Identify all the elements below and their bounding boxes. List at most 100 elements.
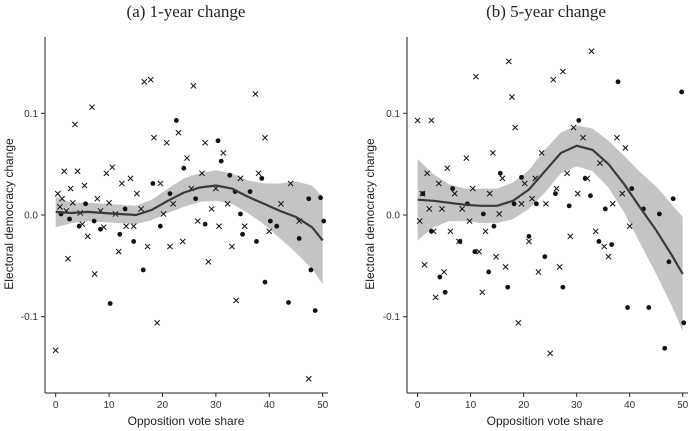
cross-stroke bbox=[447, 228, 454, 235]
data-point-dot bbox=[91, 218, 97, 224]
data-point-cross bbox=[154, 319, 161, 326]
cross-stroke bbox=[305, 375, 312, 382]
cross-stroke bbox=[252, 91, 259, 97]
data-point-cross bbox=[570, 124, 577, 131]
cross-stroke bbox=[574, 190, 581, 197]
data-point-cross bbox=[525, 238, 532, 245]
data-point-dot bbox=[420, 191, 426, 197]
data-point-cross bbox=[580, 134, 586, 141]
data-point-cross bbox=[435, 180, 442, 187]
cross-stroke bbox=[424, 170, 431, 177]
data-point-cross bbox=[512, 124, 519, 131]
data-point-dot bbox=[76, 223, 82, 229]
cross-stroke bbox=[493, 253, 500, 260]
cross-stroke bbox=[559, 68, 566, 75]
data-point-cross bbox=[614, 134, 620, 141]
cross-stroke bbox=[535, 269, 542, 275]
cross-stroke bbox=[205, 258, 212, 265]
data-point-dot bbox=[519, 174, 524, 180]
data-point-dot bbox=[262, 279, 268, 285]
cross-stroke bbox=[614, 134, 620, 141]
data-point-cross bbox=[459, 205, 466, 212]
cross-stroke bbox=[463, 155, 470, 161]
data-point-cross bbox=[194, 218, 201, 225]
data-point-dot bbox=[582, 175, 588, 181]
data-point-cross bbox=[466, 218, 473, 225]
data-point-cross bbox=[241, 223, 248, 230]
confidence-band bbox=[55, 170, 323, 285]
data-point-dot bbox=[566, 203, 572, 209]
data-point-cross bbox=[601, 243, 608, 250]
data-point-cross bbox=[208, 205, 215, 212]
cross-stroke bbox=[89, 104, 95, 111]
data-point-cross bbox=[547, 350, 554, 357]
data-point-cross bbox=[472, 73, 479, 80]
data-point-dot bbox=[442, 289, 448, 295]
data-point-cross bbox=[626, 223, 633, 230]
cross-stroke bbox=[529, 195, 536, 202]
y-axis-label: Electoral democracy change bbox=[2, 138, 16, 290]
x-axis-label: Opposition vote share bbox=[487, 414, 604, 428]
data-point-dot bbox=[596, 239, 602, 244]
cross-stroke bbox=[166, 243, 173, 250]
fit-line bbox=[417, 144, 684, 275]
data-point-dot bbox=[511, 201, 517, 207]
cross-stroke bbox=[567, 233, 574, 240]
data-point-cross bbox=[428, 117, 435, 124]
cross-stroke bbox=[515, 319, 522, 326]
data-point-dot bbox=[428, 228, 434, 234]
cross-stroke bbox=[118, 180, 125, 187]
y-tick-label: 0.0 bbox=[386, 211, 400, 222]
data-point-dot bbox=[215, 138, 221, 144]
data-point-dot bbox=[486, 269, 492, 275]
cross-stroke bbox=[133, 190, 140, 197]
data-point-cross bbox=[421, 261, 428, 268]
cross-stroke bbox=[175, 129, 182, 136]
data-point-dot bbox=[157, 223, 163, 229]
data-point-dot bbox=[150, 181, 156, 186]
y-tick-label: -0.1 bbox=[21, 312, 39, 323]
data-point-cross bbox=[65, 255, 71, 262]
data-point-dot bbox=[193, 196, 198, 202]
cross-stroke bbox=[157, 180, 164, 187]
data-point-cross bbox=[94, 195, 101, 202]
data-point-cross bbox=[69, 199, 76, 206]
data-point-dot bbox=[306, 196, 312, 202]
cross-stroke bbox=[241, 223, 248, 230]
data-point-dot bbox=[629, 186, 635, 191]
x-tick-label: 0 bbox=[53, 400, 59, 411]
x-tick-label: 50 bbox=[677, 400, 689, 411]
data-point-cross bbox=[305, 375, 312, 382]
data-point-cross bbox=[486, 190, 493, 197]
data-point-cross bbox=[553, 185, 560, 192]
data-point-cross bbox=[574, 190, 581, 197]
cross-stroke bbox=[518, 200, 525, 207]
y-tick-label: 0.1 bbox=[24, 109, 38, 120]
data-point-cross bbox=[106, 199, 113, 206]
cross-stroke bbox=[626, 223, 633, 230]
cross-stroke bbox=[115, 248, 122, 255]
data-point-dot bbox=[681, 320, 687, 326]
cross-stroke bbox=[564, 170, 571, 177]
cross-stroke bbox=[538, 150, 545, 156]
cross-stroke bbox=[224, 200, 231, 207]
data-point-cross bbox=[255, 170, 262, 177]
data-point-cross bbox=[505, 58, 512, 65]
cross-stroke bbox=[476, 248, 483, 255]
data-point-cross bbox=[447, 228, 454, 235]
data-point-cross bbox=[609, 200, 616, 207]
data-point-cross bbox=[54, 190, 61, 197]
data-point-cross bbox=[157, 180, 164, 187]
data-point-cross bbox=[115, 248, 122, 255]
data-point-cross bbox=[252, 91, 259, 97]
x-tick-label: 20 bbox=[518, 400, 530, 411]
cross-stroke bbox=[56, 203, 63, 210]
cross-stroke bbox=[619, 190, 626, 197]
data-point-dot bbox=[140, 267, 146, 273]
cross-stroke bbox=[184, 155, 190, 161]
data-point-dot bbox=[296, 235, 302, 241]
cross-stroke bbox=[556, 263, 563, 270]
cross-stroke bbox=[65, 255, 71, 262]
cross-stroke bbox=[141, 78, 148, 85]
cross-stroke bbox=[439, 205, 445, 212]
